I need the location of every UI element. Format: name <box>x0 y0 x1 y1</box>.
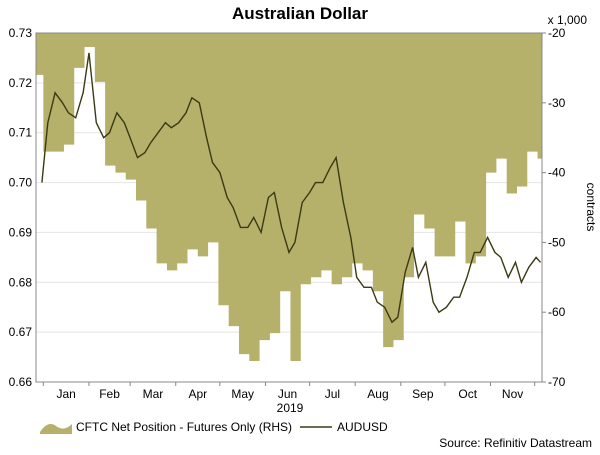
source-note: Source: Refinitiv Datastream <box>439 436 592 450</box>
net-position-area <box>36 33 542 362</box>
right-axis-unit-label: x 1,000 <box>548 13 588 27</box>
x-tick-label: Nov <box>502 387 523 401</box>
legend-item-line: AUDUSD <box>337 420 388 434</box>
x-tick-label: Jan <box>56 387 75 401</box>
right-tick-label: -40 <box>548 166 566 180</box>
right-tick-label: -70 <box>548 375 566 389</box>
x-axis-year-label: 2019 <box>277 401 304 415</box>
left-tick-label: 0.71 <box>9 126 33 140</box>
right-tick-label: -50 <box>548 235 566 249</box>
right-axis-label: contracts <box>584 183 598 232</box>
legend-item-area: CFTC Net Position - Futures Only (RHS) <box>76 420 292 434</box>
x-axis: Jan Feb Mar Apr May Jun Jul Aug Sep Oct Nov <box>42 382 536 401</box>
chart-title: Australian Dollar <box>232 4 368 23</box>
line-series <box>41 52 542 324</box>
left-tick-label: 0.68 <box>9 275 33 289</box>
left-tick-label: 0.73 <box>9 26 33 40</box>
x-tick-label: Mar <box>143 387 164 401</box>
x-tick-label: Jul <box>325 387 340 401</box>
left-tick-label: 0.72 <box>9 76 33 90</box>
legend: CFTC Net Position - Futures Only (RHS) A… <box>40 420 388 434</box>
x-tick-label: Jun <box>278 387 297 401</box>
right-tick-label: -60 <box>548 305 566 319</box>
x-tick-label: Feb <box>99 387 120 401</box>
left-tick-label: 0.69 <box>9 225 33 239</box>
left-axis: 0.73 0.72 0.71 0.70 0.69 0.68 0.67 0.66 <box>9 26 33 389</box>
legend-area-swatch <box>40 424 72 434</box>
x-tick-label: Sep <box>412 387 434 401</box>
area-series <box>36 33 542 362</box>
x-tick-label: May <box>231 387 254 401</box>
plot-border <box>35 32 543 383</box>
left-tick-label: 0.66 <box>9 375 33 389</box>
right-tick-label: -20 <box>548 26 566 40</box>
audusd-line <box>41 52 542 324</box>
right-tick-label: -30 <box>548 96 566 110</box>
right-axis: -20 -30 -40 -50 -60 -70 <box>542 26 566 389</box>
x-tick-label: Apr <box>188 387 207 401</box>
x-tick-label: Oct <box>458 387 477 401</box>
x-tick-label: Aug <box>367 387 388 401</box>
left-tick-label: 0.70 <box>9 176 33 190</box>
left-tick-label: 0.67 <box>9 325 33 339</box>
